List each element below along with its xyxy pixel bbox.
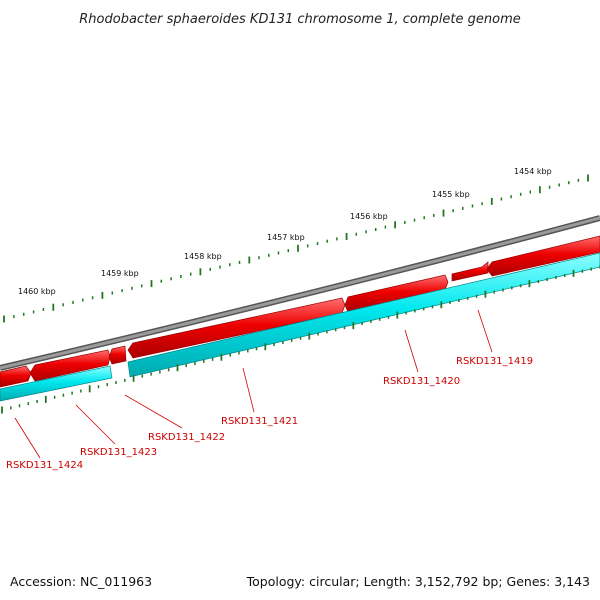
gene-block-left[interactable] <box>0 365 113 402</box>
genome-summary-text: Topology: circular; Length: 3,152,792 bp… <box>246 574 590 589</box>
gene-labels: RSKD131_1419 RSKD131_1420 RSKD131_1421 R… <box>6 356 533 471</box>
leader-rskd131-1421 <box>242 367 255 413</box>
kbp-label-1458: 1458 kbp <box>184 252 222 261</box>
accession-text: Accession: NC_011963 <box>10 574 152 589</box>
kbp-label-1454: 1454 kbp <box>514 167 552 176</box>
gene-label-rskd131-1421[interactable]: RSKD131_1421 <box>221 416 298 427</box>
gene-arrow-rskd131-1423[interactable] <box>29 349 111 382</box>
kbp-label-1457: 1457 kbp <box>267 233 305 242</box>
kbp-label-1455: 1455 kbp <box>432 190 470 199</box>
leader-rskd131-1424 <box>14 417 41 459</box>
gene-arrow-rskd131-1422[interactable] <box>108 345 127 365</box>
gene-label-leaders <box>14 309 493 459</box>
gene-label-rskd131-1419[interactable]: RSKD131_1419 <box>456 356 533 367</box>
gene-label-rskd131-1420[interactable]: RSKD131_1420 <box>383 376 460 387</box>
gene-block-right[interactable] <box>127 252 600 378</box>
gene-label-rskd131-1423[interactable]: RSKD131_1423 <box>80 447 157 458</box>
scale-ticks <box>1 174 600 414</box>
leader-rskd131-1422 <box>124 394 183 429</box>
gene-arrow-rskd131-1419b[interactable] <box>486 235 600 277</box>
gene-label-rskd131-1424[interactable]: RSKD131_1424 <box>6 460 83 471</box>
kbp-label-1456: 1456 kbp <box>350 212 388 221</box>
leader-rskd131-1420 <box>404 329 419 373</box>
scale-labels: 1454 kbp 1455 kbp 1456 kbp 1457 kbp 1458… <box>18 167 552 296</box>
leader-rskd131-1419 <box>477 309 493 353</box>
reverse-strand-track <box>0 252 600 402</box>
gene-label-rskd131-1422[interactable]: RSKD131_1422 <box>148 432 225 443</box>
leader-rskd131-1423 <box>75 404 116 445</box>
gene-arrow-rskd131-1424[interactable] <box>0 365 32 388</box>
kbp-label-1460: 1460 kbp <box>18 287 56 296</box>
map-title: Rhodobacter sphaeroides KD131 chromosome… <box>79 12 520 27</box>
kbp-label-1459: 1459 kbp <box>101 269 139 278</box>
gene-arrow-rskd131-1419a[interactable] <box>451 261 489 282</box>
chromosome-backbone-highlight <box>0 216 600 370</box>
